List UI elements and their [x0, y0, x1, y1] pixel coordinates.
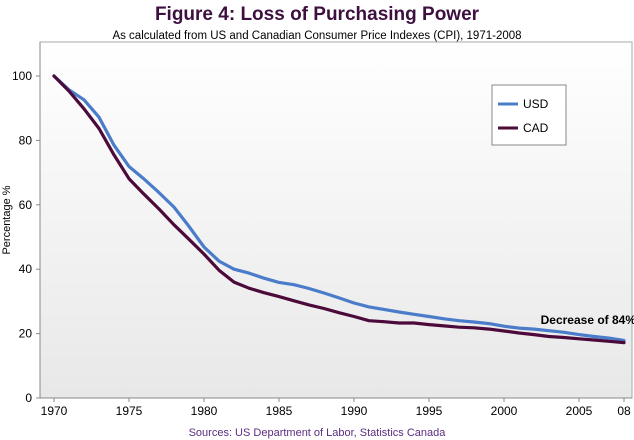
y-tick-label: 40	[19, 262, 33, 276]
series-line-cad	[52, 74, 626, 345]
x-tick-label: 08	[617, 404, 631, 418]
x-tick-label: 1980	[191, 404, 218, 418]
y-axis-label: Percentage %	[1, 185, 13, 254]
legend-label-usd: USD	[523, 97, 549, 111]
x-tick-label: 1970	[41, 404, 68, 418]
x-tick-label: 1975	[116, 404, 143, 418]
y-tick-label: 80	[19, 133, 33, 147]
y-tick-label: 0	[25, 391, 32, 405]
y-tick-label: 60	[19, 198, 33, 212]
x-tick-label: 1985	[266, 404, 293, 418]
chart-subtitle: As calculated from US and Canadian Consu…	[112, 30, 522, 42]
x-tick-label: 2005	[566, 404, 593, 418]
x-tick-label: 1990	[341, 404, 368, 418]
legend-box	[491, 84, 567, 146]
x-tick-label: 2000	[491, 404, 518, 418]
annotation-decrease: Decrease of 84%	[541, 313, 634, 327]
chart-source: Sources: US Department of Labor, Statist…	[188, 427, 446, 439]
chart-title: Figure 4: Loss of Purchasing Power	[154, 4, 480, 25]
y-tick-label: 100	[12, 69, 32, 83]
x-tick-label: 1995	[416, 404, 443, 418]
legend-label-cad: CAD	[523, 121, 549, 135]
legend: USD CAD	[491, 84, 567, 146]
series-line-usd	[52, 74, 626, 342]
y-tick-label: 20	[19, 327, 33, 341]
